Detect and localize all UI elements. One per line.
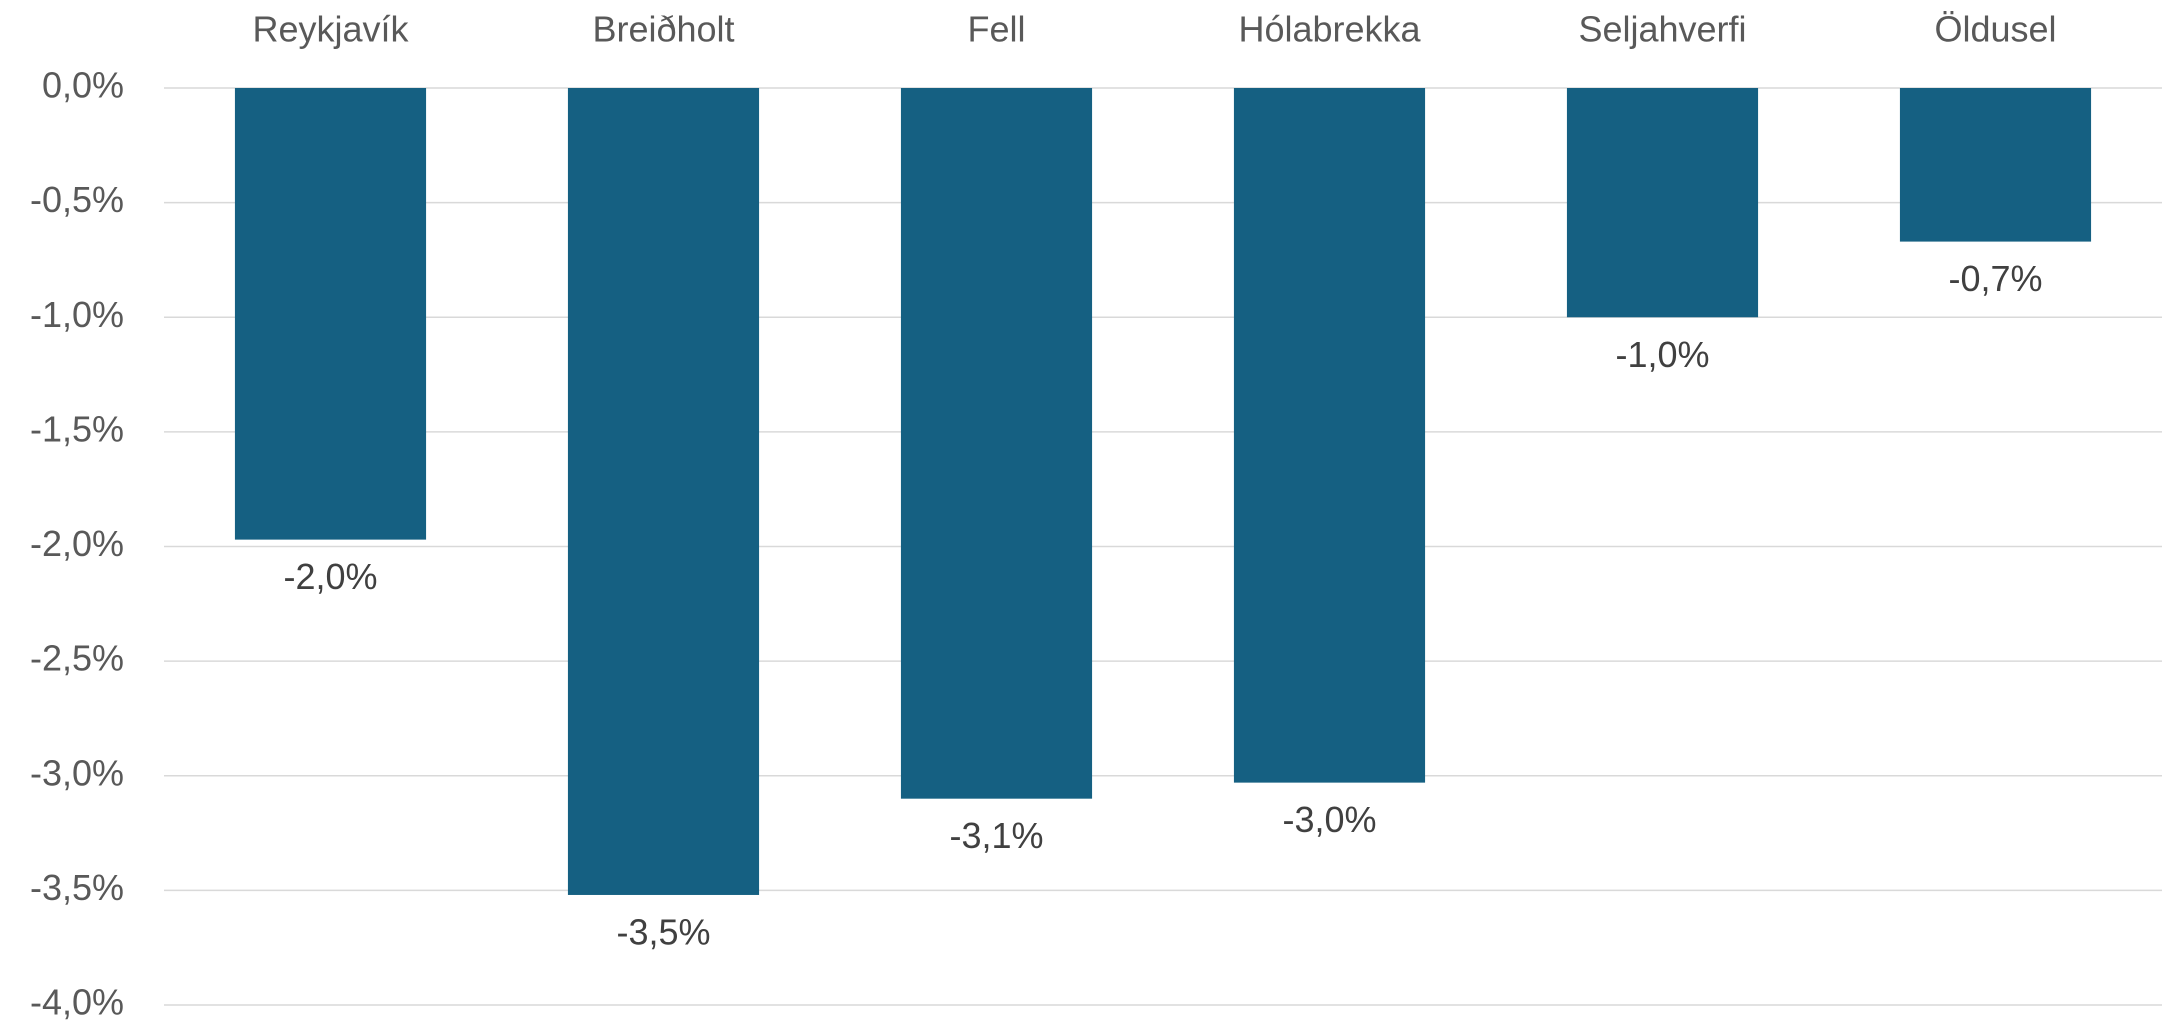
bar (1566, 88, 1759, 318)
data-label: -2,0% (283, 556, 377, 597)
data-label: -3,1% (949, 815, 1043, 856)
y-tick-label: -4,0% (30, 982, 124, 1023)
x-tick-label: Öldusel (1934, 9, 2056, 50)
y-tick-label: -1,5% (30, 408, 124, 449)
bar (900, 88, 1093, 799)
x-tick-label: Reykjavík (252, 9, 409, 50)
bar (234, 88, 427, 540)
data-label: -1,0% (1615, 334, 1709, 375)
x-tick-label: Breiðholt (592, 9, 734, 50)
y-tick-label: -1,0% (30, 294, 124, 335)
x-tick-label: Seljahverfi (1578, 9, 1746, 50)
y-tick-label: -2,5% (30, 638, 124, 679)
bar (1899, 88, 2092, 242)
y-tick-label: -3,0% (30, 752, 124, 793)
x-tick-label: Fell (967, 9, 1025, 50)
y-tick-label: 0,0% (42, 65, 124, 106)
y-tick-label: -0,5% (30, 179, 124, 220)
data-label: -3,5% (616, 911, 710, 952)
data-label: -0,7% (1948, 258, 2042, 299)
bar (567, 88, 760, 895)
y-tick-label: -2,0% (30, 523, 124, 564)
data-label: -3,0% (1282, 799, 1376, 840)
y-tick-label: -3,5% (30, 867, 124, 908)
x-tick-label: Hólabrekka (1238, 9, 1421, 50)
bar (1233, 88, 1426, 783)
